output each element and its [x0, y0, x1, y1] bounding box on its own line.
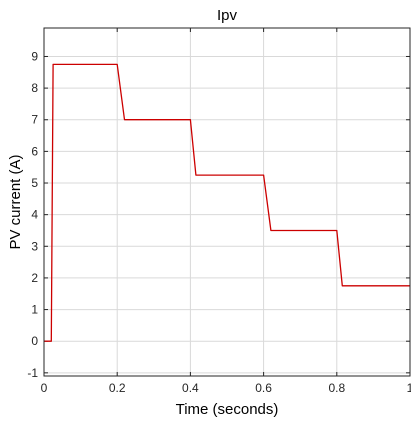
y-tick-label: 9	[31, 49, 38, 63]
y-tick-labels: -1 0 1 2 3 4 5 6 7 8 9	[27, 49, 38, 379]
x-tick-label: 0.2	[109, 381, 126, 395]
y-tick-label: 8	[31, 81, 38, 95]
series-group	[44, 63, 410, 342]
x-tick-labels: 0 0.2 0.4 0.6 0.8 1	[41, 381, 411, 395]
y-tick-label: 1	[31, 303, 38, 317]
plot-frame	[43, 27, 411, 377]
chart-title: Ipv	[217, 7, 238, 24]
x-tick-label: 0	[41, 381, 48, 395]
y-tick-label: 4	[31, 208, 38, 222]
x-tick-label: 0.8	[328, 381, 345, 395]
x-axis-label: Time (seconds)	[176, 401, 279, 418]
y-tick-label: -1	[27, 366, 38, 380]
y-tick-label: 7	[31, 113, 38, 127]
series-line	[44, 63, 410, 342]
y-tick-label: 5	[31, 176, 38, 190]
x-tick-label: 0.6	[255, 381, 272, 395]
y-tick-label: 3	[31, 239, 38, 253]
x-tick-label: 0.4	[182, 381, 199, 395]
y-axis-label: PV current (A)	[7, 154, 24, 249]
y-tick-label: 2	[31, 271, 38, 285]
x-tick-label: 1	[407, 381, 411, 395]
plot-background	[44, 28, 410, 376]
y-tick-label: 6	[31, 144, 38, 158]
y-tick-label: 0	[31, 334, 38, 348]
